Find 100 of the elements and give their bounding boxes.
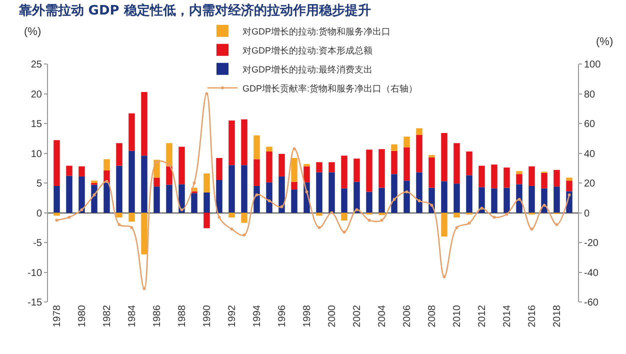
bar (304, 164, 310, 166)
bar (328, 172, 335, 213)
bar (266, 151, 272, 182)
bar (266, 182, 272, 213)
bar (516, 171, 522, 174)
point (555, 223, 558, 226)
bar (141, 92, 148, 156)
point (355, 208, 358, 212)
bar (228, 212, 235, 218)
bar (378, 188, 385, 213)
y-tick-label: -10 (28, 268, 42, 279)
x-tick-label: 2000 (327, 304, 338, 328)
x-tick-label: 2014 (502, 304, 513, 328)
point (205, 92, 208, 96)
bar (141, 212, 148, 254)
point (280, 205, 284, 208)
point (418, 199, 421, 202)
bar (478, 166, 485, 188)
x-tick-label: 1982 (102, 304, 113, 328)
bar (504, 188, 510, 213)
y-tick-label: -5 (33, 238, 42, 249)
bar (454, 212, 460, 218)
bar (104, 159, 110, 171)
bar (566, 180, 572, 192)
bar (341, 156, 348, 188)
point (192, 182, 196, 184)
y2-tick-label: 40 (584, 148, 596, 160)
x-tick-label: 1990 (202, 304, 213, 328)
point (542, 204, 546, 207)
point (155, 160, 158, 164)
x-tick-label: 2002 (352, 304, 363, 328)
bar (166, 143, 172, 166)
y-tick-label: 15 (30, 119, 42, 130)
bar (278, 154, 285, 176)
x-tick-label: 2012 (477, 304, 488, 328)
bar (54, 140, 60, 186)
x-tick-label: 1996 (277, 304, 288, 328)
bar (528, 166, 535, 186)
y2-tick-label: -20 (584, 238, 599, 249)
bar (216, 180, 222, 213)
bar (528, 186, 535, 213)
bar (291, 158, 298, 182)
y-tick-label: -15 (28, 298, 42, 308)
bar (416, 134, 422, 172)
x-tick-label: 1986 (152, 304, 163, 328)
bar (428, 157, 435, 188)
point (142, 287, 146, 290)
bar (341, 212, 348, 220)
bar (454, 143, 460, 184)
y2-tick-label: 20 (584, 178, 596, 190)
bar (478, 187, 485, 213)
bar (491, 188, 498, 213)
x-tick-label: 1992 (227, 304, 238, 328)
x-tick-label: 1978 (52, 304, 63, 328)
point (530, 228, 534, 231)
bar (254, 159, 260, 186)
x-tick-label: 1984 (127, 304, 138, 328)
y2-tick-label: 0 (584, 208, 590, 220)
point (92, 193, 96, 196)
bar (216, 158, 222, 180)
y-tick-label: 25 (30, 60, 42, 70)
bar (66, 166, 72, 176)
bar (154, 178, 160, 187)
bar (391, 144, 398, 151)
x-tick-label: 1988 (177, 304, 188, 328)
bar (78, 176, 85, 213)
bar (328, 162, 335, 172)
bar (128, 150, 135, 213)
bar (366, 150, 372, 192)
point (505, 212, 508, 216)
bar (241, 212, 248, 223)
bar (116, 212, 122, 218)
point (130, 226, 134, 230)
bar (66, 176, 72, 213)
bar (354, 182, 360, 213)
bar (91, 184, 98, 213)
y2-tick-label: -60 (584, 298, 599, 308)
point (468, 222, 471, 225)
line-series (55, 92, 571, 290)
bar (541, 172, 548, 188)
point (268, 199, 271, 202)
bar (566, 178, 572, 181)
y-tick-label: 0 (36, 208, 42, 220)
x-tick-label: 2018 (552, 304, 563, 328)
bar (378, 149, 385, 188)
point (430, 204, 434, 207)
legend-label: GDP增长贡献率:货物和服务净出口（右轴） (242, 83, 418, 94)
point (392, 198, 396, 201)
bar (316, 172, 322, 213)
bar (141, 156, 148, 213)
x-tick-label: 1998 (302, 304, 313, 328)
bar (354, 158, 360, 182)
bar (304, 166, 310, 182)
bar (491, 164, 498, 188)
point (55, 218, 58, 222)
bar (404, 180, 410, 213)
x-tick-label: 2010 (452, 304, 463, 328)
bar (166, 166, 172, 185)
bar (166, 184, 172, 213)
point (330, 211, 334, 214)
